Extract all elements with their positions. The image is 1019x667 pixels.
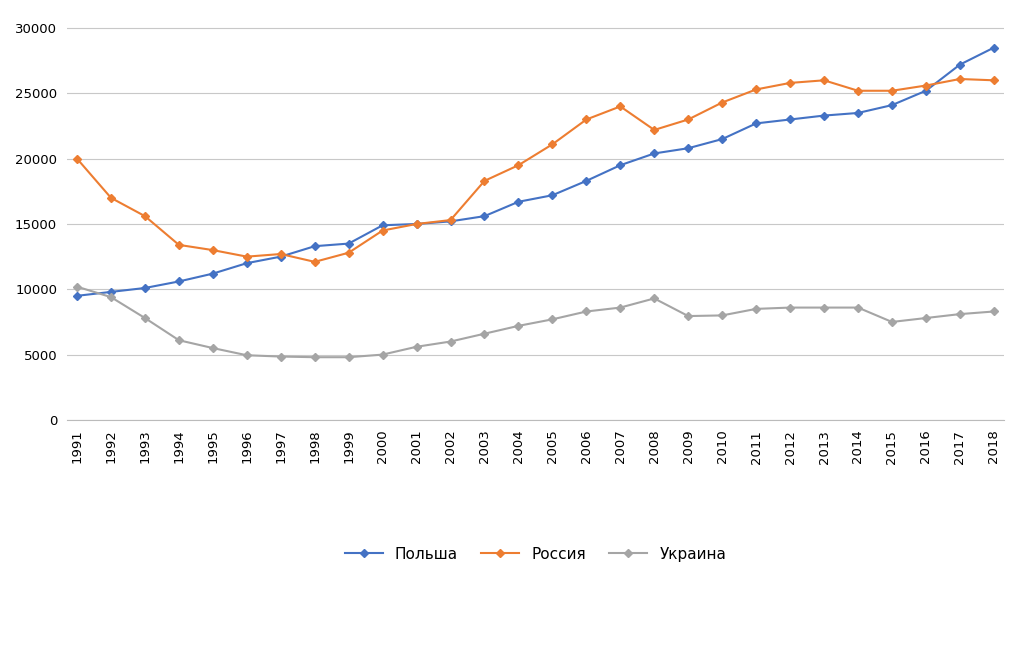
Украина bbox=[750, 305, 762, 313]
Украина bbox=[444, 338, 457, 346]
Украина bbox=[546, 315, 558, 323]
Legend: Польша, Россия, Украина: Польша, Россия, Украина bbox=[338, 541, 733, 568]
Украина bbox=[987, 307, 1000, 315]
Россия bbox=[682, 115, 694, 123]
Россия bbox=[411, 220, 423, 228]
Украина bbox=[275, 353, 287, 361]
Украина bbox=[716, 311, 729, 319]
Польша bbox=[784, 115, 796, 123]
Польша bbox=[954, 61, 966, 69]
Россия bbox=[71, 155, 84, 163]
Россия bbox=[987, 76, 1000, 84]
Украина bbox=[852, 303, 864, 311]
Россия bbox=[546, 140, 558, 148]
Россия bbox=[444, 216, 457, 224]
Польша bbox=[240, 259, 253, 267]
Украина bbox=[139, 314, 151, 322]
Украина bbox=[580, 307, 592, 315]
Россия bbox=[614, 103, 627, 111]
Россия bbox=[139, 212, 151, 220]
Польша bbox=[376, 221, 388, 229]
Польша bbox=[207, 269, 219, 277]
Россия bbox=[886, 87, 898, 95]
Россия bbox=[478, 177, 490, 185]
Украина bbox=[342, 354, 355, 362]
Польша bbox=[886, 101, 898, 109]
Польша bbox=[546, 191, 558, 199]
Россия bbox=[818, 76, 830, 84]
Россия bbox=[716, 99, 729, 107]
Польша bbox=[513, 198, 525, 206]
Польша bbox=[580, 177, 592, 185]
Украина bbox=[411, 343, 423, 351]
Россия bbox=[173, 241, 185, 249]
Польша bbox=[987, 43, 1000, 51]
Польша bbox=[478, 212, 490, 220]
Украина bbox=[818, 303, 830, 311]
Россия bbox=[342, 249, 355, 257]
Польша bbox=[614, 161, 627, 169]
Польша bbox=[682, 144, 694, 152]
Россия bbox=[309, 258, 321, 266]
Украина bbox=[71, 283, 84, 291]
Украина bbox=[105, 293, 117, 301]
Польша bbox=[648, 149, 660, 157]
Украина bbox=[478, 329, 490, 338]
Польша bbox=[173, 277, 185, 285]
Украина bbox=[682, 312, 694, 320]
Украина bbox=[954, 310, 966, 318]
Польша bbox=[309, 242, 321, 250]
Украина bbox=[513, 322, 525, 330]
Line: Россия: Россия bbox=[74, 76, 997, 265]
Россия bbox=[275, 250, 287, 258]
Россия bbox=[852, 87, 864, 95]
Россия bbox=[376, 227, 388, 235]
Россия bbox=[105, 194, 117, 202]
Польша bbox=[750, 119, 762, 127]
Польша bbox=[105, 288, 117, 296]
Украина bbox=[207, 344, 219, 352]
Польша bbox=[139, 284, 151, 292]
Россия bbox=[784, 79, 796, 87]
Россия bbox=[920, 81, 932, 89]
Украина bbox=[886, 318, 898, 326]
Украина bbox=[648, 294, 660, 302]
Украина bbox=[376, 351, 388, 359]
Польша bbox=[411, 220, 423, 228]
Польша bbox=[716, 135, 729, 143]
Украина bbox=[240, 352, 253, 360]
Россия bbox=[750, 85, 762, 93]
Украина bbox=[614, 303, 627, 311]
Польша bbox=[818, 111, 830, 119]
Украина bbox=[784, 303, 796, 311]
Украина bbox=[920, 314, 932, 322]
Россия bbox=[954, 75, 966, 83]
Польша bbox=[444, 217, 457, 225]
Польша bbox=[71, 292, 84, 300]
Line: Украина: Украина bbox=[74, 284, 997, 360]
Украина bbox=[173, 336, 185, 344]
Польша bbox=[852, 109, 864, 117]
Line: Польша: Польша bbox=[74, 45, 997, 299]
Россия bbox=[240, 253, 253, 261]
Украина bbox=[309, 354, 321, 362]
Польша bbox=[920, 87, 932, 95]
Россия bbox=[648, 126, 660, 134]
Россия bbox=[513, 161, 525, 169]
Россия bbox=[207, 246, 219, 254]
Россия bbox=[580, 115, 592, 123]
Польша bbox=[275, 253, 287, 261]
Польша bbox=[342, 239, 355, 247]
